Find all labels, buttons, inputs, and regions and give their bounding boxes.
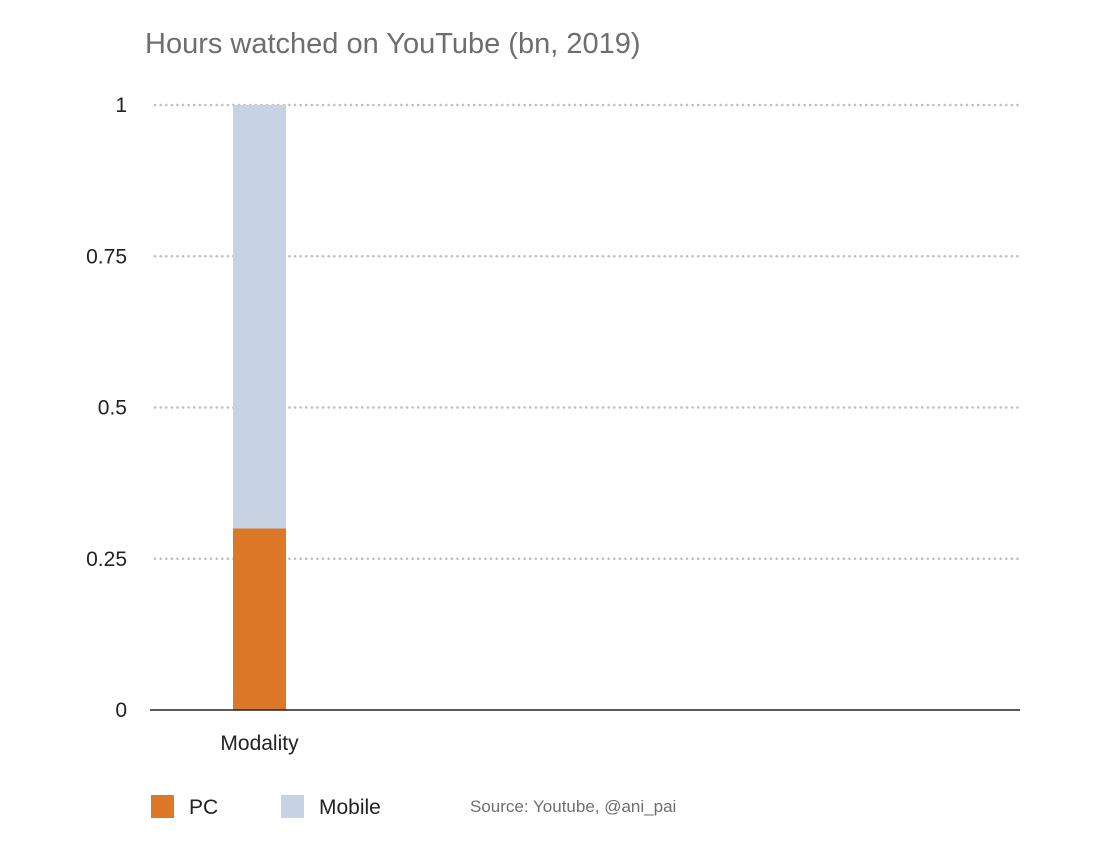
gridlines: [153, 103, 1022, 560]
x-category-label: Modality: [220, 732, 299, 755]
chart-title: Hours watched on YouTube (bn, 2019): [145, 28, 641, 60]
legend-label-pc: PC: [189, 796, 218, 819]
bar-segment-mobile: [233, 105, 286, 529]
legend-label-mobile: Mobile: [319, 796, 381, 819]
bar-segment-pc: [233, 528, 286, 710]
y-tick-label: 0.25: [86, 548, 127, 571]
x-axis-categories: Modality: [220, 732, 299, 755]
legend-swatch-mobile: [281, 795, 304, 818]
y-tick-label: 0: [115, 699, 127, 722]
y-axis-ticks: 0 0.25 0.5 0.75 1: [86, 94, 127, 722]
source-note: Source: Youtube, @ani_pai: [470, 797, 676, 816]
bars: [233, 105, 286, 710]
y-tick-label: 0.5: [98, 397, 127, 420]
y-tick-label: 1: [115, 94, 127, 117]
legend-swatch-pc: [151, 795, 174, 818]
y-tick-label: 0.75: [86, 245, 127, 268]
legend: PC Mobile: [151, 795, 381, 819]
